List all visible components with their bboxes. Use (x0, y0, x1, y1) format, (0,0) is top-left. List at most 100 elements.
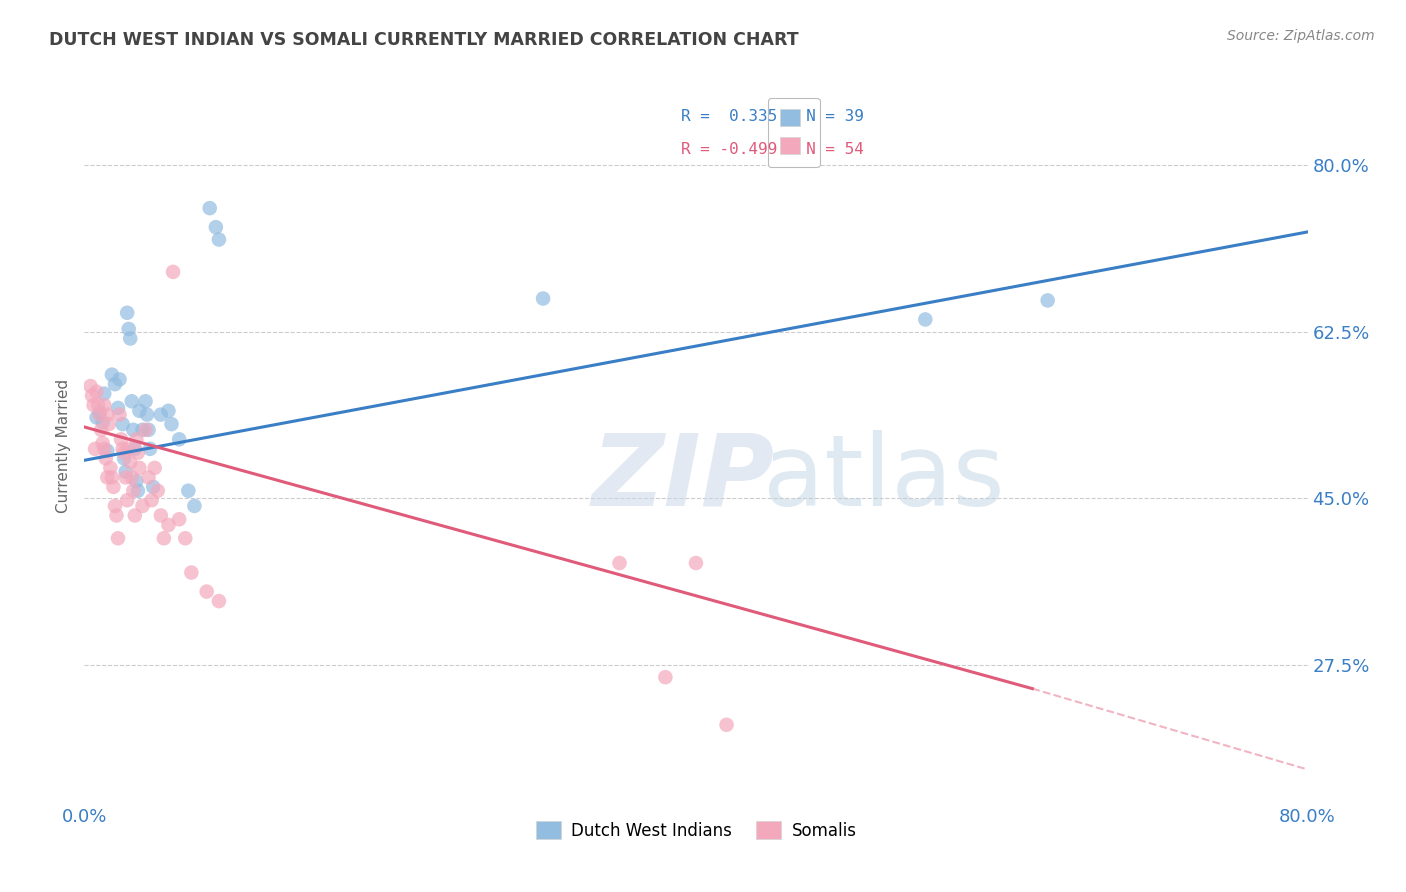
Point (138, 423, 160, 437)
Point (208, 594, 231, 608)
Point (138, 470, 160, 484)
Point (125, 474, 148, 488)
Point (111, 442, 134, 456)
Point (128, 461, 150, 475)
Point (93, 398, 115, 412)
Point (127, 445, 149, 459)
Point (914, 312, 936, 326)
Point (112, 451, 135, 466)
Point (716, 718, 738, 732)
Point (107, 531, 129, 545)
Point (198, 201, 221, 215)
Point (83, 398, 105, 412)
Point (108, 408, 131, 422)
Text: DUTCH WEST INDIAN VS SOMALI CURRENTLY MARRIED CORRELATION CHART: DUTCH WEST INDIAN VS SOMALI CURRENTLY MA… (49, 31, 799, 49)
Point (90, 423, 112, 437)
Point (121, 394, 143, 409)
Point (685, 556, 707, 570)
Point (195, 584, 218, 599)
Point (531, 292, 554, 306)
Point (146, 483, 169, 498)
Point (93, 386, 115, 401)
Point (103, 480, 125, 494)
Text: R =  0.335   N = 39: R = 0.335 N = 39 (682, 109, 865, 124)
Point (139, 442, 162, 456)
Point (160, 417, 183, 431)
Point (120, 455, 142, 469)
Point (80, 388, 103, 402)
Point (86, 384, 108, 399)
Point (183, 499, 205, 513)
Point (86, 410, 108, 425)
Point (157, 518, 180, 533)
Point (167, 512, 190, 526)
Point (125, 433, 148, 447)
Point (115, 306, 138, 320)
Point (96, 408, 118, 422)
Point (143, 461, 166, 475)
Point (654, 670, 676, 684)
Point (118, 442, 141, 456)
Point (131, 423, 153, 437)
Legend: Dutch West Indians, Somalis: Dutch West Indians, Somalis (527, 814, 865, 848)
Point (118, 322, 141, 336)
Point (128, 404, 150, 418)
Point (153, 531, 176, 545)
Point (208, 233, 231, 247)
Point (121, 470, 143, 484)
Point (107, 401, 129, 415)
Point (91, 436, 114, 450)
Point (180, 566, 202, 580)
Point (122, 483, 145, 498)
Point (1036, 293, 1059, 308)
Point (96, 443, 118, 458)
Point (97, 417, 120, 431)
Point (115, 493, 138, 508)
Point (93, 442, 115, 456)
Text: atlas: atlas (763, 430, 1005, 526)
Point (174, 531, 197, 545)
Point (96, 470, 118, 484)
Point (91, 415, 114, 429)
Point (177, 483, 200, 498)
Point (114, 465, 136, 479)
Point (111, 417, 134, 431)
Point (101, 470, 124, 484)
Point (136, 408, 159, 422)
Point (84, 442, 107, 456)
Point (108, 372, 131, 386)
Text: Source: ZipAtlas.com: Source: ZipAtlas.com (1227, 29, 1375, 43)
Point (89, 406, 111, 420)
Point (149, 408, 172, 422)
Point (124, 508, 146, 523)
Point (114, 470, 136, 484)
Point (131, 499, 153, 513)
Point (104, 377, 127, 392)
Text: ZIP: ZIP (592, 430, 775, 526)
Point (94, 451, 117, 466)
Point (112, 445, 135, 459)
Point (105, 508, 128, 523)
Point (122, 423, 145, 437)
Point (120, 331, 142, 345)
Point (149, 508, 172, 523)
Point (79, 379, 101, 393)
Y-axis label: Currently Married: Currently Married (56, 379, 72, 513)
Point (110, 433, 132, 447)
Point (104, 499, 127, 513)
Point (98, 461, 121, 475)
Point (167, 433, 190, 447)
Point (142, 480, 165, 494)
Point (124, 442, 146, 456)
Point (157, 404, 180, 418)
Point (609, 556, 631, 570)
Point (89, 408, 111, 422)
Point (141, 493, 163, 508)
Text: R = -0.499   N = 54: R = -0.499 N = 54 (682, 142, 865, 157)
Point (135, 394, 157, 409)
Point (101, 368, 124, 382)
Point (205, 220, 228, 235)
Point (127, 483, 149, 498)
Point (87, 398, 110, 412)
Point (135, 423, 157, 437)
